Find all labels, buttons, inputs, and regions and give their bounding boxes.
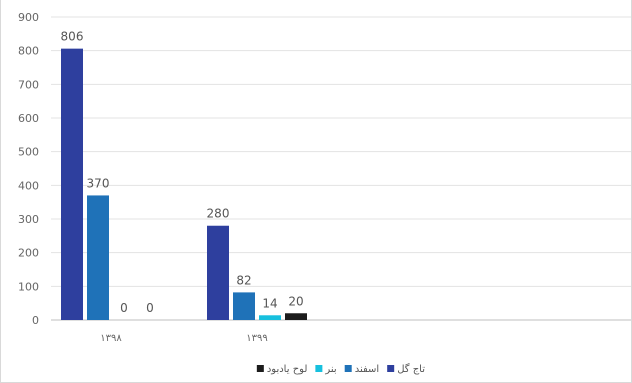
y-tick-label: 900	[18, 11, 39, 24]
bar	[285, 313, 307, 320]
y-tick-label: 300	[18, 213, 39, 226]
legend-label: بنر	[324, 364, 336, 375]
bar	[87, 195, 109, 320]
y-tick-label: 200	[18, 247, 39, 260]
data-label: 0	[120, 301, 128, 315]
legend-swatch	[387, 365, 395, 372]
data-label: 14	[262, 296, 277, 310]
data-label: 370	[87, 176, 110, 190]
bars	[61, 48, 307, 320]
data-label: 280	[207, 207, 230, 221]
data-label: 0	[146, 301, 154, 315]
legend-label: اسفند	[355, 364, 379, 375]
legend-swatch	[315, 365, 323, 372]
y-tick-label: 500	[18, 146, 39, 159]
bar	[233, 292, 255, 320]
data-label: 82	[236, 273, 251, 287]
bar	[259, 315, 281, 320]
data-label: 20	[288, 294, 303, 308]
y-tick-label: 800	[18, 45, 39, 58]
y-tick-label: 700	[18, 78, 39, 91]
legend-swatch	[256, 365, 264, 372]
legend-label: لوح یادبود	[267, 364, 308, 375]
gridlines	[51, 16, 631, 321]
data-labels: 806 370 0 0 280 82 14 20	[61, 30, 304, 315]
x-tick-label: ۱۳۹۹	[246, 333, 267, 344]
bar	[61, 48, 83, 320]
y-tick-label: 0	[32, 314, 39, 327]
y-axis: 0 100 200 300 400 500 600 700 800 900	[18, 11, 39, 327]
bar	[207, 225, 229, 320]
legend-label: تاج گل	[397, 363, 425, 375]
legend: تاج گل اسفند بنر لوح یادبود	[256, 363, 425, 375]
x-axis: ۱۳۹۸ ۱۳۹۹	[100, 333, 267, 344]
y-tick-label: 400	[18, 179, 39, 192]
y-tick-label: 600	[18, 112, 39, 125]
y-tick-label: 100	[18, 280, 39, 293]
data-label: 806	[61, 30, 84, 44]
x-tick-label: ۱۳۹۸	[100, 333, 122, 344]
legend-swatch	[344, 365, 352, 372]
